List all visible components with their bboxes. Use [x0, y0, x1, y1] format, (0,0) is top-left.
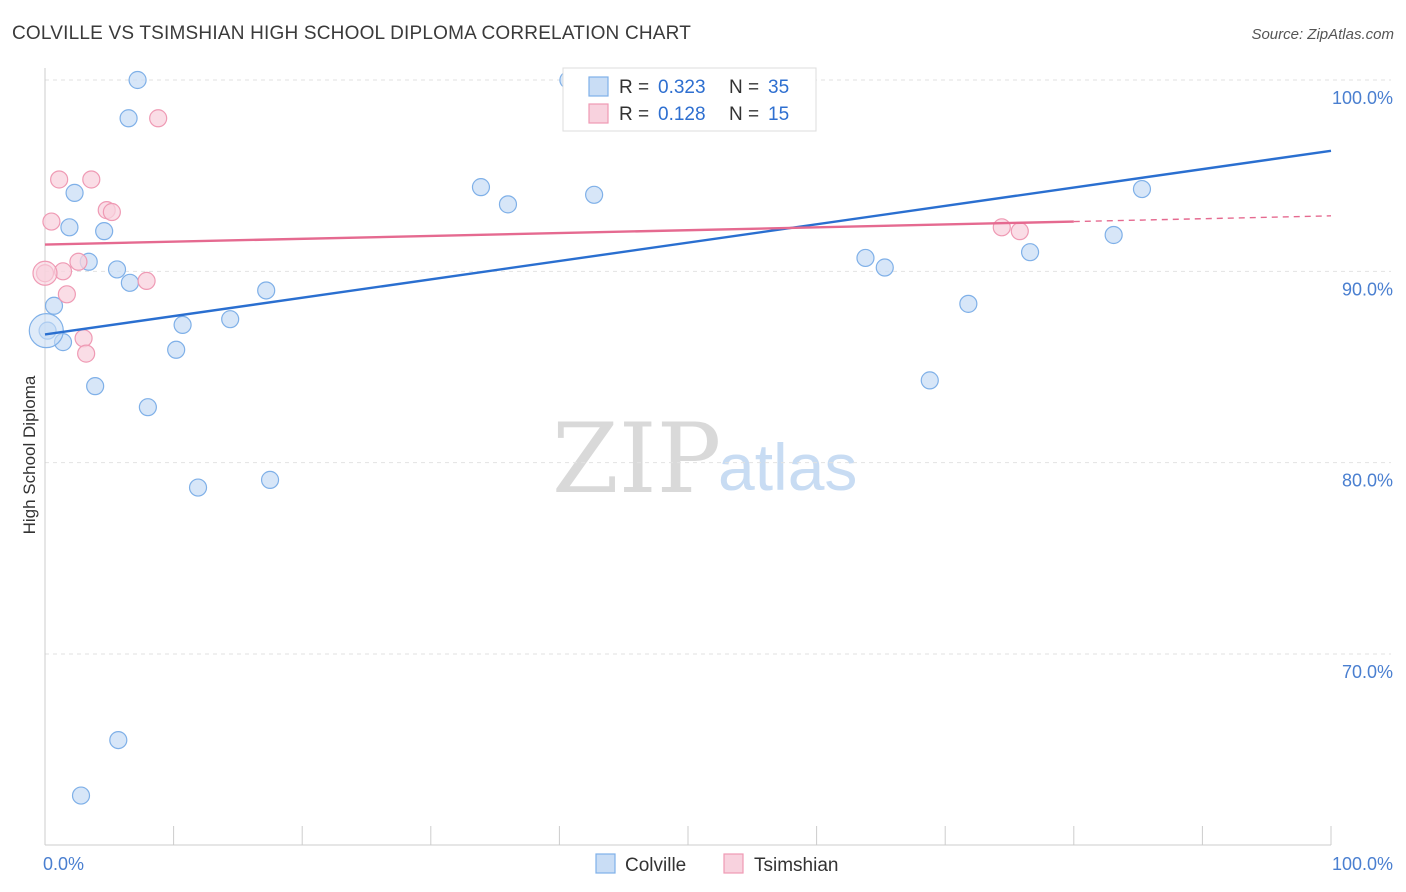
legend-n-value-tsimshian: 15 [768, 104, 789, 125]
point-tsimshian-8 [69, 252, 88, 271]
point-colville-26 [920, 371, 939, 390]
legend-swatch-tsimshian [588, 103, 609, 124]
point-colville-8 [1132, 179, 1152, 199]
point-tsimshian-6 [992, 218, 1011, 237]
point-colville-21 [173, 315, 192, 335]
point-tsimshian-7 [1010, 222, 1029, 241]
point-colville-28 [138, 398, 157, 417]
point-tsimshian-0 [149, 109, 168, 128]
point-colville-7 [585, 185, 604, 204]
legend-r-value-colville: 0.323 [658, 77, 706, 98]
point-colville-32 [71, 786, 91, 805]
point-colville-14 [856, 248, 875, 268]
chart-title: COLVILLE VS TSIMSHIAN HIGH SCHOOL DIPLOM… [12, 23, 691, 44]
point-colville-9 [60, 218, 79, 237]
series-legend-label-colville: Colville [625, 855, 686, 876]
y-tick-label-80: 80.0% [1342, 471, 1393, 491]
point-colville-20 [221, 310, 240, 329]
x-axis-ticks: 0.0% 100.0% [43, 854, 1393, 874]
point-colville-large [28, 313, 64, 349]
point-tsimshian-large [32, 260, 58, 286]
y-axis-ticks: 70.0% 80.0% 90.0% 100.0% [1332, 88, 1393, 682]
legend-n-label-colville: N = [729, 77, 759, 98]
point-colville-13 [120, 273, 139, 292]
point-tsimshian-12 [57, 285, 76, 304]
point-colville-24 [167, 340, 186, 359]
point-tsimshian-5 [42, 212, 61, 231]
point-colville-4 [65, 183, 84, 202]
legend-r-label-tsimshian: R = [619, 104, 649, 125]
point-colville-17 [1104, 225, 1123, 245]
point-tsimshian-1 [50, 170, 69, 189]
watermark-atlas: atlas [718, 430, 857, 504]
series-legend-label-tsimshian: Tsimshian [754, 855, 838, 876]
stats-legend: R = 0.323 N = 35 R = 0.128 N = 15 [562, 67, 817, 132]
trend-line-dashed-tsimshian [1073, 215, 1332, 223]
y-tick-label-90: 90.0% [1342, 279, 1393, 299]
point-colville-31 [109, 730, 128, 750]
series-legend-swatch-colville [595, 853, 616, 874]
y-axis-label: High School Diploma [20, 375, 39, 534]
series-legend-swatch-tsimshian [723, 853, 744, 874]
point-colville-19 [44, 296, 64, 315]
x-tick-label-min: 0.0% [43, 854, 84, 874]
point-tsimshian-13 [74, 329, 93, 348]
point-colville-5 [471, 178, 491, 197]
point-colville-6 [498, 195, 518, 214]
point-colville-12 [107, 260, 127, 279]
y-tick-label-100: 100.0% [1332, 88, 1393, 108]
point-colville-10 [95, 222, 114, 241]
watermark-zip: ZIP [552, 403, 721, 515]
legend-r-label-colville: R = [619, 77, 649, 98]
point-tsimshian-2 [82, 170, 101, 189]
point-colville-25 [959, 294, 978, 313]
point-colville-29 [188, 478, 208, 497]
point-colville-27 [86, 377, 105, 396]
trend-lines [44, 149, 1332, 336]
legend-r-value-tsimshian: 0.128 [658, 104, 706, 125]
trend-line-colville [44, 149, 1332, 336]
chart-source: Source: ZipAtlas.com [1251, 26, 1394, 43]
axes [44, 68, 1332, 846]
point-colville-18 [257, 281, 276, 300]
legend-n-value-colville: 35 [768, 77, 789, 98]
gridlines [45, 79, 1391, 655]
y-tick-label-70: 70.0% [1342, 662, 1393, 682]
legend-swatch-colville [588, 76, 609, 97]
point-colville-3 [119, 109, 138, 128]
watermark: ZIP atlas [552, 403, 857, 515]
trend-line-tsimshian [44, 220, 1074, 246]
point-colville-16 [1020, 243, 1040, 262]
point-colville-15 [875, 258, 894, 277]
point-tsimshian-14 [77, 344, 96, 363]
series-legend: Colville Tsimshian [595, 853, 838, 876]
legend-n-label-tsimshian: N = [729, 104, 759, 125]
point-tsimshian-4 [102, 202, 121, 222]
point-colville-30 [260, 470, 280, 489]
point-tsimshian-11 [137, 271, 156, 290]
x-tick-label-max: 100.0% [1332, 854, 1393, 874]
point-colville-0 [128, 70, 147, 90]
